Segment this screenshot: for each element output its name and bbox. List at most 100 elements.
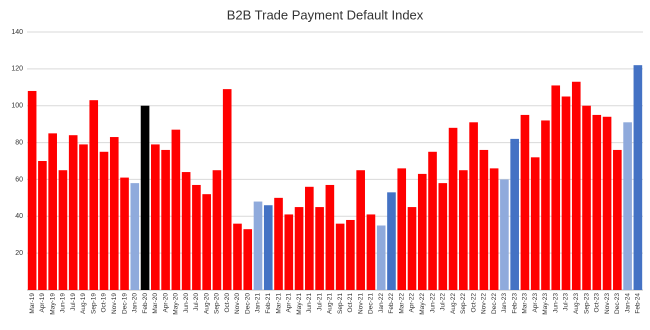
x-tick-label: Sep-22 [460,293,467,314]
x-tick-label: Feb-22 [388,293,395,314]
x-tick-label: Sep-23 [583,293,590,314]
bar [181,172,191,290]
y-tick-label: 60 [15,176,23,183]
bar [120,177,129,290]
bar [243,229,253,290]
y-tick-label: 20 [15,250,23,257]
x-tick-label: Jun-22 [429,293,436,313]
x-tick-label: Jul-23 [563,293,570,311]
bar [592,114,602,290]
bar [469,122,478,290]
x-tick-label: Feb-20 [142,293,149,314]
bar [407,207,417,290]
x-tick-label: Oct-21 [347,293,354,313]
bar [551,85,561,290]
x-tick-label: Apr-23 [532,293,539,313]
x-tick-label: Jan-22 [378,293,385,313]
x-tick-label: May-21 [296,293,303,315]
bar [325,184,335,290]
bar [161,149,170,290]
x-tick-label: Apr-20 [162,293,169,313]
bar [89,100,99,290]
bar [520,114,530,290]
x-tick-label: Dec-19 [121,293,128,314]
x-tick-label: Jan-21 [255,293,262,313]
bar [376,225,386,290]
x-tick-label: Apr-21 [286,293,293,313]
x-tick-label: Mar-21 [275,293,282,314]
x-tick-label: May-22 [419,293,426,315]
bar [99,151,109,290]
bar [500,179,509,290]
bar [212,170,222,290]
bar [459,170,468,290]
bar [305,186,314,290]
x-tick-label: Sep-19 [90,293,97,314]
bar [602,116,612,291]
bar [222,89,232,290]
bar [387,192,396,290]
x-tick-label: May-20 [173,293,180,315]
bar [130,183,140,290]
x-tick-label: May-23 [542,293,549,315]
x-tick-label: Nov-21 [357,293,364,314]
x-tick-label: Nov-23 [604,293,611,314]
x-tick-label: Sep-20 [214,293,221,314]
x-tick-label: Aug-21 [327,293,334,314]
bar [571,81,581,290]
bar [274,197,283,290]
x-tick-label: Jan-20 [132,293,139,313]
x-tick-label: Oct-19 [101,293,108,313]
bar [397,168,407,290]
bar [479,149,489,290]
bar [284,214,294,290]
x-tick-label: Jul-22 [440,293,447,311]
y-tick-label: 40 [15,213,23,220]
x-tick-label: Dec-22 [491,293,498,314]
bar [417,173,427,290]
bar [366,214,376,290]
bar [489,168,499,290]
x-tick-label: Jun-20 [183,293,190,313]
x-tick-label: Oct-23 [594,293,601,313]
bar [510,138,519,290]
x-tick-label: Jun-23 [552,293,559,313]
bar [335,223,345,290]
x-tick-label: Jan-23 [501,293,508,313]
bar [633,65,643,291]
x-tick-label: Jan-24 [624,293,631,313]
x-tick-label: Jun-19 [60,293,67,313]
bar [79,144,88,290]
bar [109,137,119,290]
y-tick-label: 120 [11,66,23,73]
x-tick-label: Apr-22 [409,293,416,313]
x-tick-label: Apr-19 [39,293,46,313]
x-tick-label: Mar-19 [29,293,36,314]
bar [346,219,355,290]
bar [27,90,37,290]
x-tick-label: Mar-20 [152,293,159,314]
x-tick-label: Nov-22 [481,293,488,314]
x-tick-label: Feb-21 [265,293,272,314]
bar [171,129,181,290]
bar [613,149,622,290]
y-tick-label: 100 [11,103,23,110]
bar [541,120,550,290]
x-tick-label: Jun-21 [306,293,313,313]
x-tick-label: Oct-20 [224,293,231,313]
y-tick-label: 80 [15,139,23,146]
bar [233,223,242,290]
bar [530,157,540,290]
bar [202,194,211,290]
x-tick-label: Nov-20 [234,293,241,314]
bar [623,122,632,290]
x-tick-label: Aug-20 [203,293,210,314]
x-tick-label: Jul-21 [316,293,323,311]
bar [151,144,160,290]
bar [294,207,304,290]
x-tick-label: Feb-24 [635,293,642,314]
x-tick-label: Sep-21 [337,293,344,314]
x-tick-label: May-19 [49,293,56,315]
bar [428,151,437,290]
